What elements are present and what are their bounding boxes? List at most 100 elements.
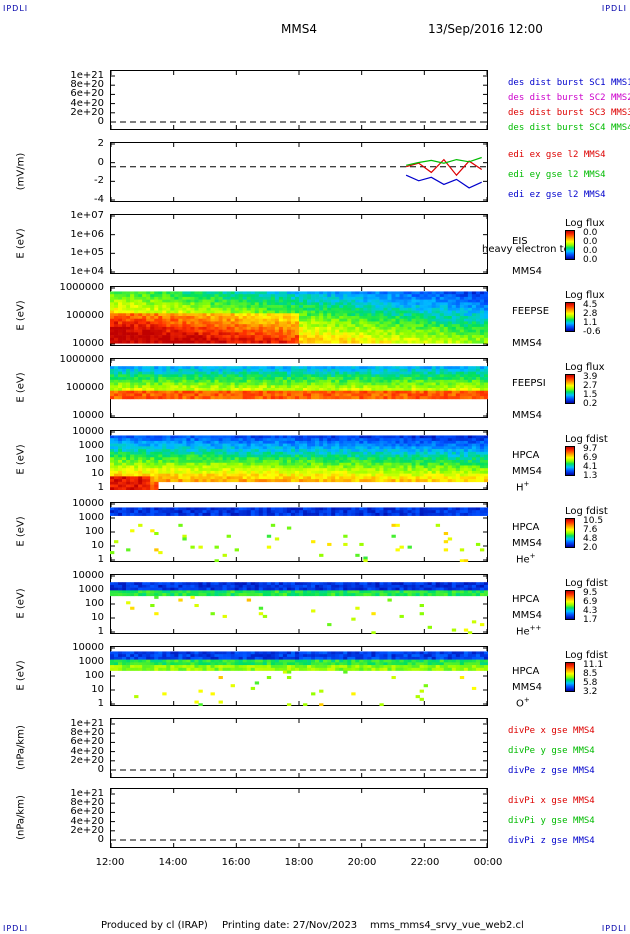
heatmap-cell bbox=[194, 510, 199, 514]
heatmap-cell bbox=[379, 337, 384, 341]
heatmap-cell bbox=[467, 335, 473, 339]
heatmap-cell bbox=[455, 299, 461, 303]
heatmap-cell bbox=[447, 377, 453, 381]
heatmap-cell bbox=[339, 446, 344, 450]
heatmap-cell bbox=[427, 291, 432, 295]
heatmap-cell bbox=[307, 438, 312, 442]
heatmap-cell bbox=[290, 457, 296, 461]
heatmap-cell bbox=[122, 335, 127, 339]
heatmap-cell bbox=[359, 321, 364, 325]
heatmap-cell bbox=[351, 468, 356, 472]
heatmap-cell bbox=[343, 332, 348, 336]
heatmap-cell bbox=[303, 294, 308, 298]
heatmap-cell bbox=[467, 462, 473, 466]
heatmap-cell bbox=[379, 329, 384, 333]
heatmap-cell bbox=[327, 316, 332, 320]
heatmap-cell bbox=[479, 379, 485, 383]
heatmap-cell bbox=[194, 438, 199, 442]
heatmap-cell bbox=[403, 374, 408, 378]
heatmap-cell bbox=[323, 470, 328, 474]
heatmap-cell bbox=[307, 454, 312, 458]
heatmap-cell bbox=[290, 454, 296, 458]
heatmap-cell bbox=[343, 366, 348, 370]
heatmap-cell bbox=[210, 382, 215, 386]
heatmap-cell bbox=[303, 335, 308, 339]
heatmap-cell bbox=[290, 374, 296, 378]
heatmap-cell bbox=[130, 299, 135, 303]
heatmap-cell bbox=[299, 435, 304, 439]
heatmap-cell bbox=[114, 296, 119, 300]
heatmap-cell bbox=[331, 451, 336, 455]
heatmap-cell bbox=[202, 396, 207, 400]
heatmap-cell bbox=[294, 379, 300, 383]
heatmap-cell bbox=[323, 443, 328, 447]
heatmap-cell bbox=[114, 510, 119, 514]
heatmap-cell bbox=[174, 377, 179, 381]
heatmap-cell bbox=[134, 479, 139, 483]
heatmap-cell bbox=[327, 443, 332, 447]
heatmap-cell bbox=[399, 337, 404, 341]
heatmap-cell bbox=[294, 446, 300, 450]
heatmap-cell bbox=[246, 310, 252, 314]
heatmap-cell bbox=[431, 462, 437, 466]
heatmap-cell bbox=[483, 305, 488, 309]
heatmap-cell bbox=[118, 473, 123, 477]
heatmap-cell bbox=[174, 329, 179, 333]
heatmap-cell bbox=[311, 440, 316, 444]
heatmap-cell bbox=[375, 440, 380, 444]
heatmap-cell bbox=[311, 443, 316, 447]
heatmap-cell bbox=[258, 296, 264, 300]
heatmap-cell bbox=[110, 385, 115, 389]
heatmap-cell bbox=[210, 296, 215, 300]
heatmap-cell bbox=[403, 393, 408, 397]
heatmap-cell bbox=[186, 296, 191, 300]
heatmap-cell bbox=[435, 307, 441, 311]
heatmap-cell bbox=[294, 470, 300, 474]
heatmap-cell bbox=[258, 468, 264, 472]
heatmap-cell bbox=[427, 316, 432, 320]
heatmap-cell bbox=[110, 449, 115, 453]
heatmap-cell bbox=[122, 457, 127, 461]
heatmap-cell bbox=[311, 470, 316, 474]
heatmap-cell bbox=[427, 302, 432, 306]
heatmap-cell bbox=[190, 510, 195, 514]
heatmap-cell bbox=[254, 332, 260, 336]
y-axis-label: E (eV) bbox=[15, 444, 27, 475]
heatmap-cell bbox=[463, 435, 469, 439]
heatmap-cell bbox=[154, 449, 159, 453]
heatmap-cell bbox=[122, 294, 127, 298]
heatmap-cell bbox=[110, 379, 115, 383]
heatmap-cell bbox=[319, 340, 324, 344]
heatmap-cell bbox=[166, 393, 171, 397]
heatmap-cell bbox=[214, 449, 219, 453]
heatmap-cell bbox=[282, 296, 288, 300]
heatmap-cell bbox=[226, 318, 231, 322]
heatmap-cell bbox=[431, 316, 437, 320]
heatmap-cell bbox=[238, 296, 243, 300]
heatmap-cell bbox=[475, 307, 481, 311]
heatmap-cell bbox=[234, 374, 239, 378]
heatmap-cell bbox=[110, 479, 115, 483]
heatmap-cell bbox=[351, 299, 356, 303]
heatmap-cell bbox=[190, 457, 195, 461]
heatmap-cell bbox=[391, 296, 396, 300]
heatmap-cell bbox=[246, 507, 252, 511]
heatmap-cell bbox=[110, 299, 115, 303]
heatmap-cell bbox=[459, 332, 465, 336]
heatmap-cell bbox=[230, 465, 235, 469]
heatmap-cell bbox=[479, 313, 485, 317]
heatmap-cell bbox=[118, 476, 123, 480]
heatmap-cell bbox=[307, 462, 312, 466]
heatmap-cell bbox=[190, 321, 195, 325]
heatmap-cell bbox=[351, 335, 356, 339]
heatmap-cell bbox=[371, 379, 376, 383]
heatmap-cell bbox=[178, 393, 183, 397]
heatmap-cell bbox=[427, 446, 432, 450]
heatmap-cell bbox=[399, 476, 404, 480]
heatmap-cell bbox=[299, 462, 304, 466]
heatmap-cell bbox=[351, 302, 356, 306]
heatmap-cell bbox=[359, 470, 364, 474]
plot-panel bbox=[110, 142, 488, 202]
heatmap-cell bbox=[447, 371, 453, 375]
heatmap-cell bbox=[375, 385, 380, 389]
